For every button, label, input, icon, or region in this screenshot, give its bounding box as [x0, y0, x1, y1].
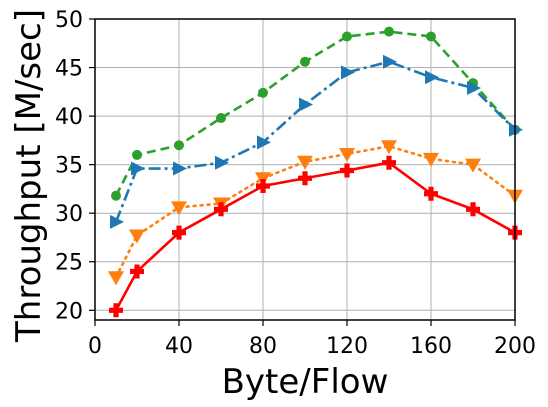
data-point [382, 155, 396, 170]
data-point [381, 140, 397, 155]
data-point [129, 229, 145, 244]
data-point [172, 225, 186, 240]
data-point [130, 264, 144, 279]
x-tick-label: 40 [165, 334, 193, 359]
data-point [111, 190, 121, 201]
plot-frame [94, 18, 516, 321]
x-tick-label: 160 [410, 334, 452, 359]
data-point [298, 171, 312, 186]
data-point [109, 303, 123, 318]
data-point [174, 140, 184, 151]
data-point [131, 161, 145, 176]
series-2 [110, 54, 523, 229]
data-point [258, 87, 268, 98]
data-point [340, 163, 354, 178]
y-tick-label: 50 [55, 8, 83, 33]
tick-labels: 0 40 80 120 160 200 20 25 30 35 40 45 50 [55, 8, 536, 359]
y-tick-label: 25 [55, 251, 83, 276]
series-1 [111, 26, 520, 201]
data-point [425, 70, 439, 85]
y-tick-label: 30 [55, 202, 83, 227]
series-4 [109, 155, 522, 318]
y-axis-label: Throughput [M/sec] [9, 9, 49, 343]
data-point [297, 155, 313, 170]
data-point [342, 31, 352, 42]
series-layer [108, 26, 523, 318]
x-axis-label: Byte/Flow [222, 362, 389, 402]
data-point [467, 80, 481, 95]
data-point [256, 179, 270, 194]
y-tick-label: 45 [55, 57, 83, 82]
y-tick-label: 20 [55, 299, 83, 324]
data-point [384, 26, 394, 37]
data-point [110, 214, 124, 229]
data-point [466, 202, 480, 217]
data-point [341, 65, 355, 80]
data-point [108, 271, 124, 286]
data-point [257, 135, 271, 150]
series-3 [108, 140, 523, 286]
x-tick-label: 200 [494, 334, 536, 359]
data-point [509, 122, 523, 137]
data-point [214, 202, 228, 217]
data-point [132, 149, 142, 160]
series-line [114, 60, 516, 223]
series-line [114, 161, 516, 311]
data-point [383, 54, 397, 69]
y-tick-label: 40 [55, 105, 83, 130]
x-tick-label: 120 [326, 334, 368, 359]
y-tick-label: 35 [55, 154, 83, 179]
data-point [299, 97, 313, 112]
data-point [171, 201, 187, 216]
data-point [300, 56, 310, 67]
data-point [339, 147, 355, 162]
data-point [424, 186, 438, 201]
x-tick-label: 80 [249, 334, 277, 359]
data-point [216, 113, 226, 124]
data-point [173, 161, 187, 176]
data-point [423, 152, 439, 167]
data-point [465, 158, 481, 173]
data-point [426, 31, 436, 42]
x-tick-label: 0 [88, 334, 102, 359]
data-point [215, 155, 229, 170]
